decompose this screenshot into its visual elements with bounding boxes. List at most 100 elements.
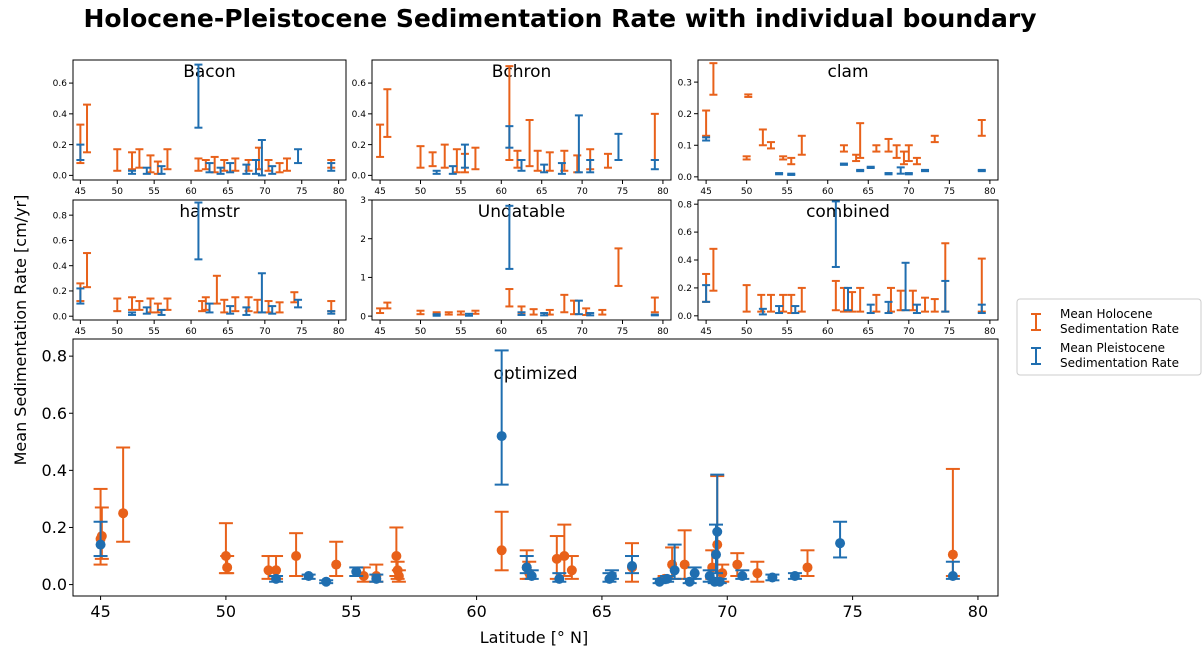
x-tick-label: 65 <box>536 187 547 197</box>
pleistocene-errorbar <box>702 284 711 303</box>
holocene-errorbar <box>146 154 155 174</box>
pleistocene-errorbar <box>142 306 151 315</box>
holocene-point <box>679 559 690 570</box>
pleistocene-errorbar <box>866 165 875 169</box>
x-tick-label: 70 <box>717 602 737 621</box>
y-tick-label: 0.4 <box>352 110 367 120</box>
pleistocene-errorbar <box>142 166 151 175</box>
holocene-point <box>391 551 402 562</box>
holocene-errorbar <box>212 274 221 305</box>
y-tick-label: 0.0 <box>678 173 693 183</box>
pleistocene-point <box>627 561 638 572</box>
subplot-undatable: 45 50 55 60 65 70 75 80 0 1 2 3 Undatable <box>360 196 672 337</box>
x-tick-label: 50 <box>216 602 236 621</box>
pleistocene-errorbar <box>540 312 549 317</box>
pleistocene-errorbar <box>540 163 549 174</box>
holocene-errorbar <box>94 506 109 560</box>
pleistocene-point <box>321 576 332 587</box>
holocene-errorbar <box>391 569 406 583</box>
holocene-errorbar <box>163 297 172 311</box>
holocene-errorbar <box>884 137 893 153</box>
x-tick-label: 60 <box>822 327 834 337</box>
y-tick-label: 0.6 <box>352 79 367 89</box>
holocene-errorbar <box>787 293 796 315</box>
subplot-title: optimized <box>493 364 577 384</box>
pleistocene-errorbar <box>758 307 767 316</box>
holocene-errorbar <box>912 156 921 166</box>
holocene-errorbar <box>416 309 425 316</box>
y-tick-label: 0.8 <box>678 200 693 210</box>
pleistocene-errorbar <box>552 572 567 584</box>
holocene-errorbar <box>452 148 461 174</box>
axes-frame <box>72 338 999 597</box>
holocene-errorbar <box>766 293 775 313</box>
pleistocene-errorbar <box>650 159 659 171</box>
axes-frame <box>72 59 347 181</box>
axes-frame <box>371 199 672 321</box>
x-tick-label: 55 <box>341 602 361 621</box>
y-tick-label: 1 <box>360 274 366 284</box>
pleistocene-errorbar <box>242 306 251 316</box>
pleistocene-errorbar <box>574 114 583 174</box>
pleistocene-errorbar <box>257 272 266 314</box>
pleistocene-errorbar <box>268 305 277 315</box>
x-tick-label: 75 <box>296 327 307 337</box>
x-tick-label: 70 <box>903 327 915 337</box>
holocene-errorbar <box>614 247 623 287</box>
holocene-errorbar <box>113 148 122 172</box>
holocene-errorbar <box>930 298 939 313</box>
y-tick-label: 0.8 <box>53 211 68 221</box>
x-tick-label: 75 <box>944 187 955 197</box>
subplot-title: clam <box>827 62 868 82</box>
pleistocene-errorbar <box>448 165 457 175</box>
legend-label: Sedimentation Rate <box>1060 356 1179 370</box>
x-tick-label: 50 <box>415 327 427 337</box>
legend-frame <box>1016 298 1202 376</box>
x-tick-label: 45 <box>374 187 385 197</box>
x-tick-label: 80 <box>657 327 669 337</box>
pleistocene-errorbar <box>251 159 260 175</box>
pleistocene-errorbar <box>614 132 623 161</box>
x-tick-label: 80 <box>333 327 345 337</box>
holocene-errorbar <box>327 300 336 313</box>
holocene-errorbar <box>848 291 857 313</box>
y-tick-label: 0.0 <box>678 312 693 322</box>
holocene-errorbar <box>376 123 385 158</box>
holocene-errorbar <box>831 279 840 312</box>
pleistocene-point <box>737 571 748 582</box>
x-tick-label: 50 <box>415 187 427 197</box>
subplot-hamstr: 45 50 55 60 65 70 75 80 0.0 0.2 0.4 0.6 0.8 hamstr <box>53 199 347 337</box>
holocene-point <box>291 551 302 562</box>
holocene-point <box>96 531 107 542</box>
y-tick-label: 0 <box>360 312 366 322</box>
y-tick-label: 0.6 <box>42 404 67 423</box>
holocene-errorbar <box>471 146 480 171</box>
holocene-errorbar <box>525 119 534 168</box>
holocene-point <box>947 549 958 560</box>
holocene-errorbar <box>529 308 538 316</box>
holocene-errorbar <box>275 301 284 314</box>
holocene-errorbar <box>677 529 692 580</box>
y-tick-label: 0.0 <box>53 172 68 182</box>
pleistocene-point <box>767 572 778 583</box>
pleistocene-errorbar <box>369 573 384 584</box>
pleistocene-errorbar <box>494 349 509 486</box>
pleistocene-errorbar <box>844 286 852 312</box>
y-tick-label: 3 <box>360 196 366 206</box>
axes-frame <box>371 59 672 181</box>
pleistocene-errorbar <box>327 162 336 172</box>
x-tick-label: 55 <box>148 187 159 197</box>
pleistocene-errorbar <box>268 165 277 175</box>
x-tick-label: 45 <box>700 327 711 337</box>
holocene-errorbar <box>146 297 155 314</box>
x-tick-label: 65 <box>863 327 874 337</box>
holocene-errorbar <box>573 154 582 174</box>
x-tick-label: 50 <box>741 327 753 337</box>
pleistocene-errorbar <box>460 143 469 169</box>
pleistocene-errorbar <box>319 576 334 587</box>
holocene-errorbar <box>376 307 385 315</box>
pleistocene-errorbar <box>464 312 473 317</box>
